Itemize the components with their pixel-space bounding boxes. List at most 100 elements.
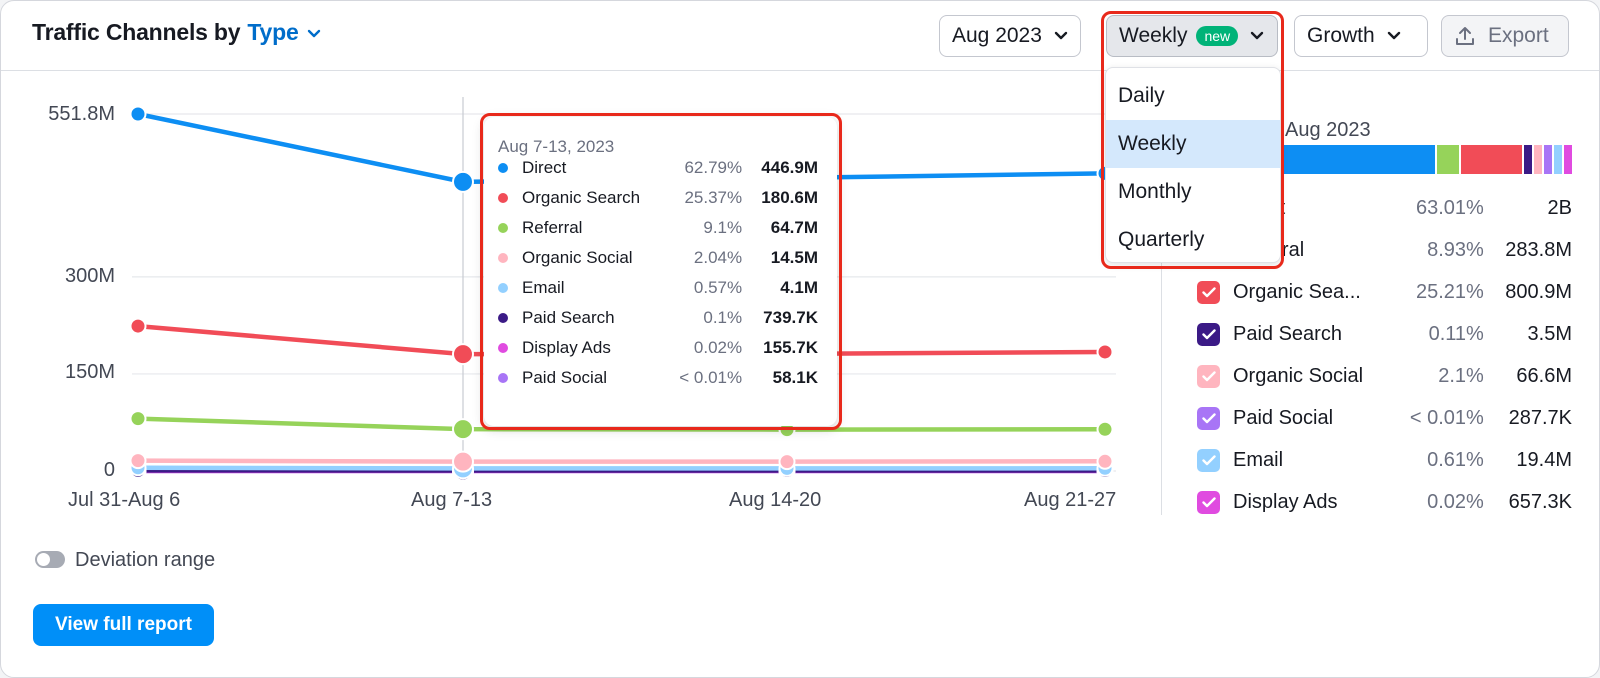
checkbox-checked-icon[interactable] [1197, 322, 1220, 346]
month-dropdown[interactable]: Aug 2023 [939, 15, 1081, 57]
chevron-down-icon[interactable] [307, 29, 321, 39]
y-tick-label: 551.8M [48, 103, 115, 125]
series-dot-icon [498, 253, 508, 263]
tooltip-row: Direct 62.79% 446.9M [498, 156, 818, 180]
data-point[interactable] [129, 410, 147, 428]
legend-series-value: 2B [1547, 196, 1572, 219]
tooltip-series-name: Direct [522, 158, 567, 177]
mode-dropdown[interactable]: Growth [1294, 15, 1428, 57]
legend-title: Aug 2023 [1285, 119, 1371, 141]
tooltip-series-value: 64.7M [770, 218, 818, 237]
series-dot-icon [498, 343, 508, 353]
legend-series-pct: 0.11% [1428, 322, 1484, 345]
dropdown-highlight-frame [1101, 11, 1284, 269]
chart-tooltip: Aug 7-13, 2023 Direct 62.79% 446.9M Organic… [484, 117, 837, 426]
data-point[interactable] [129, 452, 147, 470]
menu-item-monthly[interactable]: Monthly [1118, 180, 1192, 203]
type-selector[interactable]: Type [247, 19, 299, 45]
tooltip-series-name: Organic Social [522, 248, 633, 267]
granularity-dropdown[interactable]: Weekly new [1106, 15, 1278, 57]
legend-row[interactable]: Organic Sea... 25.21% 800.9M [1197, 277, 1572, 307]
legend-series-value: 19.4M [1516, 448, 1572, 471]
menu-item-quarterly[interactable]: Quarterly [1118, 228, 1205, 251]
legend-series-value: 283.8M [1505, 238, 1572, 261]
series-line [137, 465, 1106, 471]
data-point[interactable] [452, 418, 474, 441]
share-segment [1564, 145, 1572, 174]
checkbox-checked-icon[interactable] [1197, 490, 1220, 514]
data-point[interactable] [778, 453, 796, 471]
tooltip-date: Aug 7-13, 2023 [498, 137, 615, 156]
new-badge: new [1196, 26, 1239, 46]
data-point[interactable] [1096, 452, 1114, 470]
title-prefix: Traffic Channels by [32, 19, 241, 45]
legend-series-value: 287.7K [1508, 406, 1572, 429]
tooltip-series-name: Paid Social [522, 368, 608, 387]
toggle-knob [37, 553, 50, 566]
legend-row[interactable]: Email 0.61% 19.4M [1197, 445, 1572, 475]
series-dot-icon [498, 193, 508, 203]
checkbox-checked-icon[interactable] [1197, 280, 1220, 304]
menu-item-daily[interactable]: Daily [1118, 84, 1165, 107]
tooltip-row: Organic Social 2.04% 14.5M [498, 246, 818, 270]
legend-row[interactable]: Paid Search 0.11% 3.5M [1197, 319, 1572, 349]
legend-row[interactable]: Paid Social < 0.01% 287.7K [1197, 403, 1572, 433]
share-segment [1460, 145, 1522, 174]
data-point[interactable] [1096, 343, 1114, 361]
widget-header: Traffic Channels by Type Aug 2023 Weekly… [1, 1, 1599, 71]
series-dot-icon [498, 373, 508, 383]
y-tick-label: 300M [64, 265, 115, 287]
view-full-report-button[interactable]: View full report [33, 604, 214, 646]
data-point[interactable] [129, 105, 147, 123]
granularity-value: Weekly [1119, 24, 1188, 47]
menu-item-weekly[interactable]: Weekly [1106, 120, 1280, 168]
tooltip-series-name: Display Ads [522, 338, 611, 357]
checkbox-checked-icon[interactable] [1197, 448, 1220, 472]
tooltip-series-value: 180.6M [761, 188, 818, 207]
export-button[interactable]: Export [1441, 15, 1569, 57]
legend-series-name: Organic Sea... [1233, 280, 1361, 303]
legend-series-name: Paid Search [1233, 322, 1342, 345]
share-segment [1436, 145, 1459, 174]
tooltip-series-value: 14.5M [770, 248, 818, 267]
legend-series-pct: 0.02% [1427, 490, 1484, 513]
share-segment [1524, 145, 1532, 174]
share-segment [1544, 145, 1552, 174]
data-point[interactable] [129, 317, 147, 335]
x-tick-label: Jul 31-Aug 6 [68, 489, 181, 511]
x-tick-label: Aug 21-27 [1024, 489, 1117, 511]
data-point[interactable] [452, 343, 474, 366]
legend-divider [1161, 97, 1162, 515]
tooltip-series-value: 4.1M [780, 278, 818, 297]
tooltip-series-pct: 62.79% [684, 158, 743, 177]
tooltip-row: Organic Search 25.37% 180.6M [498, 186, 818, 210]
tooltip-series-value: 58.1K [772, 368, 818, 387]
checkbox-checked-icon[interactable] [1197, 364, 1220, 388]
export-label: Export [1488, 24, 1549, 47]
legend-row[interactable]: Organic Social 2.1% 66.6M [1197, 361, 1572, 391]
data-point[interactable] [452, 170, 474, 193]
tooltip-row: Display Ads 0.02% 155.7K [498, 336, 818, 360]
tooltip-row: Referral 9.1% 64.7M [498, 216, 818, 240]
tooltip-series-name: Email [522, 278, 565, 297]
series-dot-icon [498, 163, 508, 173]
legend-series-name: Display Ads [1233, 490, 1338, 513]
legend-series-value: 3.5M [1527, 322, 1572, 345]
granularity-menu: Daily Weekly Monthly Quarterly [1105, 67, 1281, 263]
data-point[interactable] [452, 450, 474, 473]
deviation-range-toggle[interactable] [35, 551, 65, 568]
tooltip-highlight-frame [480, 113, 842, 430]
legend-row[interactable]: Display Ads 0.02% 657.3K [1197, 487, 1572, 517]
tooltip-series-value: 446.9M [761, 158, 818, 177]
x-tick-label: Aug 7-13 [411, 489, 493, 511]
tooltip-series-value: 739.7K [763, 308, 818, 327]
data-point[interactable] [1096, 420, 1114, 438]
tooltip-series-pct: 0.02% [693, 338, 743, 357]
legend-series-value: 800.9M [1505, 280, 1572, 303]
checkbox-checked-icon[interactable] [1197, 406, 1220, 430]
series-line [137, 458, 1106, 464]
tooltip-series-name: Referral [522, 218, 583, 237]
y-tick-label: 0 [103, 459, 115, 481]
share-stack-bar [1281, 145, 1572, 174]
share-segment [1281, 145, 1435, 174]
